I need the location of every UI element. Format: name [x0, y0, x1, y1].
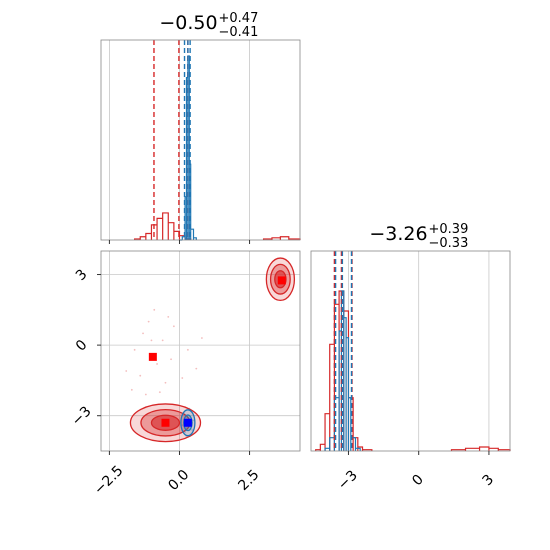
- hist-1-title-value: −0.50: [159, 12, 217, 34]
- contour-red-marker: [277, 276, 286, 285]
- hist-2-ticks: −3 0 3: [335, 451, 497, 493]
- contour-red-sample-point: [158, 391, 161, 394]
- contour-blue-marker: [183, 418, 192, 427]
- contour-red-sample-point: [139, 374, 142, 377]
- contour-ytick-label: −3: [69, 403, 95, 429]
- contour-red-sample-point: [156, 363, 158, 365]
- contour-red-sample-point: [201, 337, 203, 339]
- contour-levels: [129, 257, 296, 443]
- contour-grid: [101, 251, 300, 451]
- hist-2-grid: [348, 251, 490, 451]
- hist-2-title-value: −3.26: [369, 223, 427, 245]
- contour-red-sample-point: [186, 348, 189, 351]
- contour-red-sample-point: [130, 388, 133, 391]
- contour-red-sample-point: [161, 339, 164, 342]
- hist-1-frame: [100, 39, 301, 241]
- hist-1-title-lower: −0.41: [219, 25, 259, 40]
- contour-ytick-label: 3: [73, 266, 91, 284]
- hist-2-frame: [310, 250, 511, 452]
- hist-1-ticks: [108, 240, 251, 244]
- hist-1-title: −0.50: [159, 12, 217, 34]
- contour-red-sample-point: [181, 377, 184, 379]
- contour-red-sample-point: [142, 332, 144, 335]
- contour-blue-sample-point: [191, 428, 193, 431]
- contour-blue-sample-point: [192, 419, 195, 422]
- contour-red-sample-point: [170, 358, 172, 361]
- p1-series-blue-hist: [134, 212, 301, 240]
- p3-series-blue-hist: [315, 290, 511, 451]
- contour-red-marker: [161, 418, 170, 427]
- p3-xtick-label: −3: [335, 467, 361, 493]
- hist-2-title-upper: +0.39: [429, 222, 469, 237]
- p3-xtick-label: 0: [409, 472, 427, 490]
- contour-red-sample-point: [153, 308, 156, 311]
- contour-blue-sample-point: [181, 424, 184, 427]
- hist-2-title: −3.26: [369, 223, 427, 245]
- hist-1-quantile-lines: [153, 40, 191, 240]
- contour-scatter-points: [125, 308, 203, 438]
- contour-panel: −2.5 0.0 2.5 −3 0 3: [69, 250, 301, 498]
- contour-red-sample-point: [150, 339, 153, 342]
- contour-red-sample-point: [164, 381, 167, 384]
- contour-red-marker: [148, 352, 157, 361]
- hist-1-series: [134, 55, 301, 241]
- hist-2-title-lower: −0.33: [429, 236, 469, 251]
- contour-red-sample-point: [144, 393, 147, 396]
- contour-red-sample-point: [125, 370, 128, 372]
- contour-red-sample-point: [133, 348, 136, 351]
- contour-red-sample-point: [167, 315, 170, 318]
- contour-red-sample-point: [147, 320, 150, 323]
- hist-2-quantile-lines: [333, 251, 353, 451]
- contour-ytick-label: 0: [73, 337, 91, 355]
- hist-panel-param-2: −3 0 3 −3.26 +0.39 −0.33: [310, 222, 511, 493]
- hist-1-title-upper: +0.47: [219, 11, 259, 26]
- contour-markers: [148, 276, 286, 427]
- contour-xtick-label: −2.5: [91, 463, 126, 498]
- contour-red-sample-point: [172, 325, 175, 328]
- p3-xtick-label: 3: [480, 472, 498, 490]
- contour-frame: [100, 250, 301, 452]
- contour-red-sample-point: [195, 367, 198, 370]
- contour-xtick-label: 2.5: [235, 467, 262, 494]
- hist-2-series: [315, 290, 511, 451]
- contour-xtick-label: 0.0: [165, 467, 192, 494]
- hist-panel-param-1: −0.50 +0.47 −0.41: [100, 11, 301, 244]
